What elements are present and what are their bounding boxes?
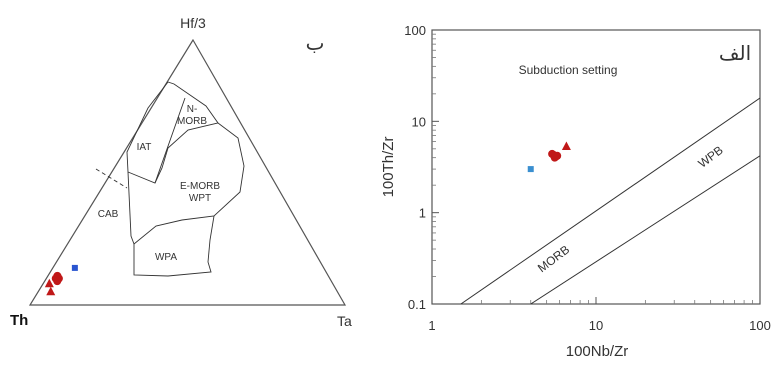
- data-point: [561, 141, 571, 151]
- y-tick-label: 0.1: [408, 297, 426, 312]
- y-ticks: 0.1 1 10 100: [404, 23, 439, 312]
- field-label: IAT: [137, 142, 152, 153]
- x-ticks: 1 10 100: [428, 297, 771, 333]
- ternary-vertex-left: Th: [10, 312, 28, 329]
- data-point: [44, 278, 54, 288]
- ternary-vertex-top: Hf/3: [180, 15, 206, 31]
- region-label: Subduction setting: [519, 63, 618, 77]
- field-label: MORB: [177, 116, 207, 127]
- boundary-lines: [460, 97, 760, 304]
- y-axis-label: 100Th/Zr: [380, 137, 397, 198]
- field-boundaries: [95, 81, 245, 277]
- field-boundary-n-morb: [154, 81, 219, 184]
- data-point: [53, 271, 62, 280]
- y-tick-label: 100: [404, 23, 426, 38]
- x-tick-label: 1: [428, 318, 435, 333]
- boundary-label-morb: MORB: [535, 242, 572, 275]
- field-boundary-wpa: [133, 215, 215, 277]
- ternary-points: [44, 264, 78, 296]
- plot-points: [527, 141, 571, 173]
- field-label: N-: [187, 104, 198, 115]
- logplot-panel-label: الف: [719, 43, 751, 65]
- x-tick-label: 10: [589, 318, 603, 333]
- y-tick-label: 1: [419, 206, 426, 221]
- field-label: E-MORB: [180, 181, 220, 192]
- field-label: WPT: [189, 193, 211, 204]
- ternary-vertex-right: Ta: [337, 313, 352, 329]
- x-tick-label: 100: [749, 318, 771, 333]
- field-boundary-iat: [126, 81, 186, 184]
- y-tick-label: 10: [412, 114, 426, 129]
- boundary-line: [530, 155, 760, 304]
- boundary-label-wpb: WPB: [695, 143, 725, 171]
- field-label: CAB: [98, 209, 119, 220]
- x-axis-label: 100Nb/Zr: [566, 343, 629, 360]
- boundary-line: [460, 97, 760, 304]
- data-point: [71, 264, 78, 271]
- ternary-frame: [28, 38, 347, 306]
- field-boundary-cab-iat: [95, 168, 128, 189]
- data-point: [46, 286, 56, 296]
- ternary-panel-label: ب: [306, 33, 325, 55]
- field-label: WPA: [155, 252, 177, 263]
- field-boundary-e-morb: [127, 122, 245, 245]
- data-point: [527, 166, 534, 173]
- data-point: [553, 151, 562, 160]
